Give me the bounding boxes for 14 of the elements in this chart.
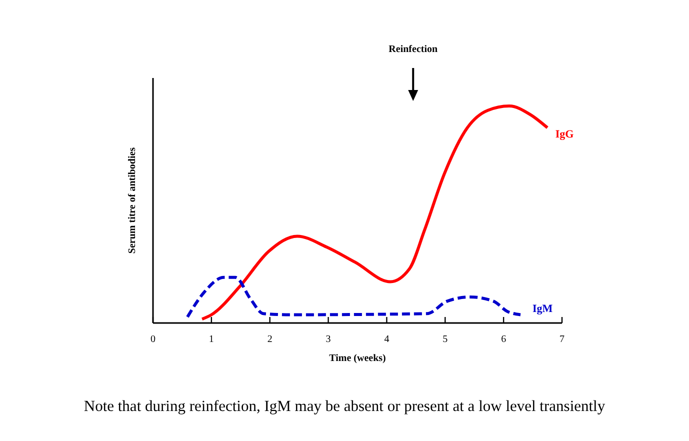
x-tick-label: 5: [442, 334, 448, 345]
x-tick-label: 3: [326, 334, 331, 345]
x-tick-label: 2: [267, 334, 272, 345]
x-axis-title: Time (weeks): [329, 353, 386, 364]
text: Note that during reinfection, IgM may be absent or present at a low level transiently: [84, 398, 606, 415]
x-tick-label: 4: [384, 334, 390, 345]
x-tick-label: 6: [501, 334, 506, 345]
series-label: IgM: [532, 302, 554, 315]
x-tick-label: 7: [560, 334, 564, 345]
y-axis-title: Serum titre of antibodies: [127, 147, 138, 254]
text: Reinfection: [388, 44, 438, 55]
series-label: IgG: [555, 128, 574, 141]
x-tick-label: 0: [150, 334, 156, 345]
x-tick-label: 1: [208, 334, 214, 345]
